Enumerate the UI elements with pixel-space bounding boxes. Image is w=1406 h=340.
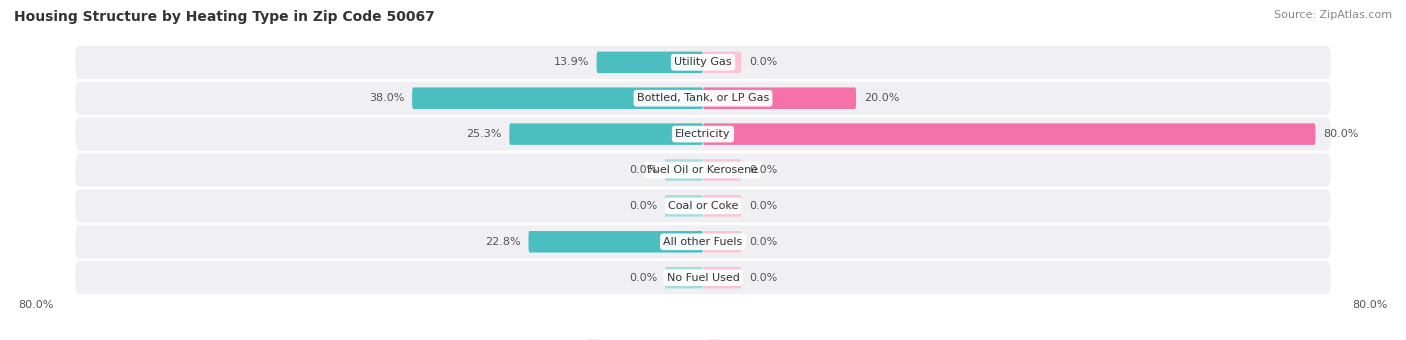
Text: Bottled, Tank, or LP Gas: Bottled, Tank, or LP Gas (637, 93, 769, 103)
Text: Coal or Coke: Coal or Coke (668, 201, 738, 211)
Text: 0.0%: 0.0% (749, 237, 778, 247)
FancyBboxPatch shape (703, 123, 1316, 145)
FancyBboxPatch shape (703, 87, 856, 109)
FancyBboxPatch shape (596, 52, 703, 73)
Text: 0.0%: 0.0% (628, 165, 657, 175)
FancyBboxPatch shape (665, 195, 703, 217)
Text: 0.0%: 0.0% (628, 201, 657, 211)
FancyBboxPatch shape (76, 118, 1330, 151)
Text: Source: ZipAtlas.com: Source: ZipAtlas.com (1274, 10, 1392, 20)
FancyBboxPatch shape (76, 225, 1330, 258)
FancyBboxPatch shape (703, 195, 741, 217)
Text: 80.0%: 80.0% (1323, 129, 1358, 139)
Text: All other Fuels: All other Fuels (664, 237, 742, 247)
Text: No Fuel Used: No Fuel Used (666, 273, 740, 283)
Text: 0.0%: 0.0% (628, 273, 657, 283)
Text: Electricity: Electricity (675, 129, 731, 139)
FancyBboxPatch shape (703, 52, 741, 73)
Text: Fuel Oil or Kerosene: Fuel Oil or Kerosene (647, 165, 759, 175)
FancyBboxPatch shape (76, 189, 1330, 222)
Text: 13.9%: 13.9% (554, 57, 589, 67)
FancyBboxPatch shape (509, 123, 703, 145)
FancyBboxPatch shape (76, 261, 1330, 294)
FancyBboxPatch shape (665, 159, 703, 181)
Text: 25.3%: 25.3% (467, 129, 502, 139)
Text: 20.0%: 20.0% (863, 93, 898, 103)
FancyBboxPatch shape (703, 267, 741, 288)
Text: 80.0%: 80.0% (18, 300, 53, 310)
FancyBboxPatch shape (76, 46, 1330, 79)
Text: Housing Structure by Heating Type in Zip Code 50067: Housing Structure by Heating Type in Zip… (14, 10, 434, 24)
FancyBboxPatch shape (703, 159, 741, 181)
Text: 0.0%: 0.0% (749, 165, 778, 175)
FancyBboxPatch shape (665, 267, 703, 288)
Text: 0.0%: 0.0% (749, 57, 778, 67)
Text: Utility Gas: Utility Gas (675, 57, 731, 67)
FancyBboxPatch shape (76, 82, 1330, 115)
FancyBboxPatch shape (703, 231, 741, 253)
Text: 80.0%: 80.0% (1353, 300, 1388, 310)
Text: 0.0%: 0.0% (749, 273, 778, 283)
Text: 0.0%: 0.0% (749, 201, 778, 211)
FancyBboxPatch shape (412, 87, 703, 109)
FancyBboxPatch shape (76, 153, 1330, 187)
Text: 22.8%: 22.8% (485, 237, 520, 247)
FancyBboxPatch shape (529, 231, 703, 253)
Text: 38.0%: 38.0% (370, 93, 405, 103)
